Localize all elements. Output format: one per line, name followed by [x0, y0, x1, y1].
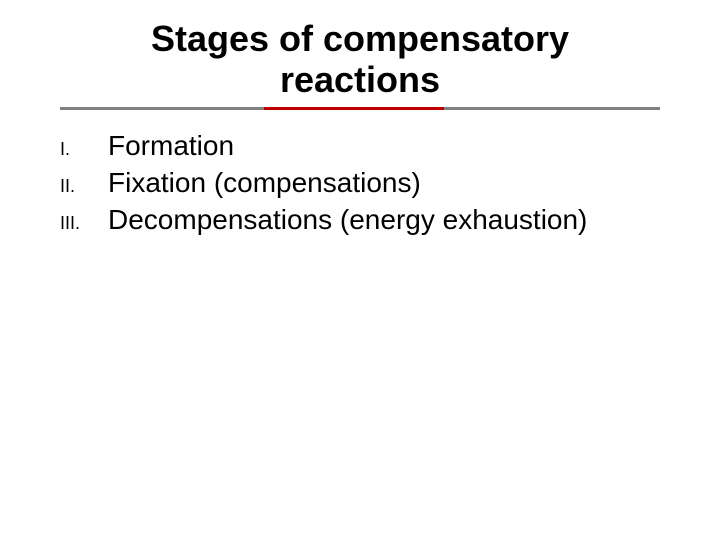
slide-body: I. Formation II. Fixation (compensations… — [60, 128, 660, 237]
slide-title: Stages of compensatory reactions — [0, 0, 720, 101]
title-line-2: reactions — [280, 59, 440, 100]
slide: Stages of compensatory reactions I. Form… — [0, 0, 720, 540]
list-text: Fixation (compensations) — [108, 165, 660, 200]
list-text: Decompensations (energy exhaustion) — [108, 202, 660, 237]
title-underline — [60, 107, 660, 110]
list-text: Formation — [108, 128, 660, 163]
list-roman: II. — [60, 167, 108, 198]
list-roman: III. — [60, 204, 108, 235]
list-item: III. Decompensations (energy exhaustion) — [60, 202, 660, 237]
title-line-1: Stages of compensatory — [151, 18, 569, 59]
list-roman: I. — [60, 130, 108, 161]
list-item: I. Formation — [60, 128, 660, 163]
underline-red — [264, 107, 444, 110]
list-item: II. Fixation (compensations) — [60, 165, 660, 200]
